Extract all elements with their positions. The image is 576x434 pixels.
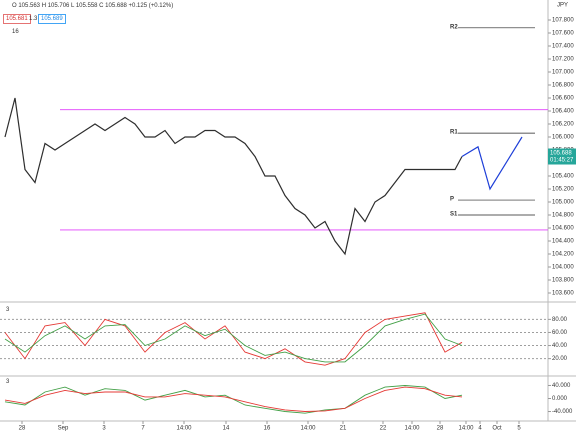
x-tick-label: 4	[478, 426, 482, 432]
y-tick-label: -40.000	[552, 409, 573, 415]
countdown: 01:45:27	[550, 158, 574, 164]
y-tick-label: 106.600	[552, 96, 574, 102]
y-tick-label: 106.800	[552, 83, 574, 89]
y-tick-label: 80.00	[552, 317, 568, 323]
y-tick-label: 104.400	[552, 239, 574, 245]
pivot-label: R1	[450, 130, 458, 136]
x-tick-label: Sep	[58, 426, 69, 432]
y-tick-label: 104.200	[552, 252, 574, 258]
y-tick-label: 107.600	[552, 31, 574, 37]
y-tick-label: 60.00	[552, 330, 568, 336]
y-tick-label: 106.200	[552, 122, 574, 128]
x-tick-label: 28	[19, 426, 26, 432]
y-tick-label: 103.800	[552, 278, 574, 284]
x-tick-label: Oct	[492, 426, 502, 432]
x-tick-label: 21	[340, 426, 347, 432]
series-line	[4, 313, 463, 363]
y-tick-label: 40.00	[552, 343, 568, 349]
x-tick-label: 28	[437, 426, 444, 432]
x-tick-label: 22	[380, 426, 387, 432]
y-tick-label: 107.400	[552, 44, 574, 50]
last-price: 105.688	[550, 151, 572, 157]
y-tick-label: 106.400	[552, 109, 574, 115]
x-tick-label: 14	[223, 426, 230, 432]
y-tick-label: 107.000	[552, 70, 574, 76]
y-tick-label: 40.000	[552, 383, 571, 389]
ohlc: O 105.563 H 105.706 L 105.558 C 105.688 …	[12, 3, 174, 9]
x-tick-label: 14:00	[300, 426, 316, 432]
x-tick-label: 7	[141, 426, 145, 432]
spread: 1.3	[29, 16, 38, 22]
y-tick-label: 105.400	[552, 174, 574, 180]
y-tick-label: 104.800	[552, 213, 574, 219]
pivot-label: R2	[450, 24, 458, 30]
series-line	[4, 386, 463, 412]
y-tick-label: 20.00	[552, 356, 568, 362]
y-tick-label: 107.200	[552, 57, 574, 63]
y-tick-label: 104.000	[552, 265, 574, 271]
pivot-label: P	[450, 197, 454, 203]
x-tick-label: 3	[102, 426, 106, 432]
y-tick-label: 104.600	[552, 226, 574, 232]
x-tick-label: 14:00	[176, 426, 192, 432]
pivot-label: S1	[450, 212, 458, 218]
ask-chip[interactable]: 105.689	[38, 14, 66, 24]
x-tick-label: 14:00	[458, 426, 474, 432]
x-tick-label: 5	[517, 426, 521, 432]
x-tick-label: 16	[264, 426, 271, 432]
x-tick-label: 14:00	[404, 426, 420, 432]
last-price-box	[548, 148, 576, 165]
currency: JPY	[557, 3, 568, 9]
y-tick-label: 105.000	[552, 200, 574, 206]
y-tick-label: 0.000	[552, 396, 568, 402]
series-line	[4, 385, 463, 414]
stoch-label: 3	[6, 307, 10, 313]
series-line	[4, 97, 463, 256]
y-tick-label: 105.200	[552, 187, 574, 193]
series-line	[461, 136, 523, 191]
macd-label: 3	[6, 379, 10, 385]
series-line	[4, 312, 463, 366]
y-tick-label: 106.000	[552, 135, 574, 141]
y-tick-label: 103.600	[552, 291, 574, 297]
bid-chip[interactable]: 105.681	[3, 14, 31, 24]
y-tick-label: 107.800	[552, 18, 574, 24]
volume: 16	[12, 29, 19, 35]
